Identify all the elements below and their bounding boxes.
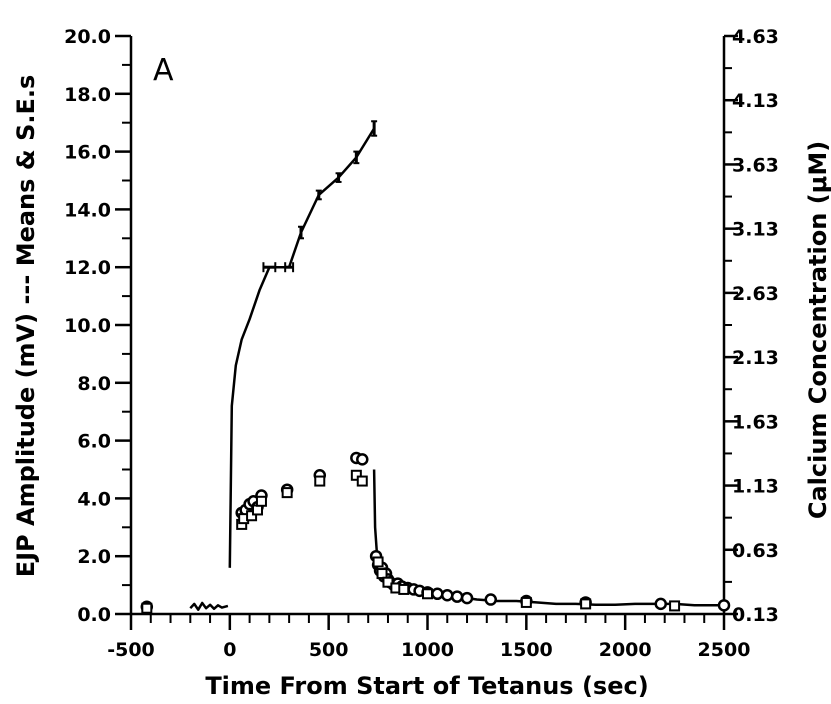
data-point-square	[376, 568, 388, 580]
y-right-tick-label: 3.13	[732, 219, 779, 241]
data-point-square	[281, 487, 293, 499]
axes	[129, 36, 726, 616]
y-left-tick-label: 14.0	[64, 199, 111, 221]
tick-marks	[115, 34, 738, 630]
y-left-tick-label: 18.0	[64, 84, 111, 106]
y-right-tick-label: 1.63	[732, 411, 779, 433]
series-line-2	[372, 469, 724, 607]
data-point-square	[246, 510, 258, 522]
data-point-circle	[717, 599, 731, 612]
x-tick-label: -500	[107, 639, 155, 661]
data-point-circle	[431, 587, 444, 601]
x-tick-label: 1500	[500, 639, 553, 661]
data-point-square	[422, 588, 433, 600]
data-point-square	[382, 576, 394, 588]
data-point-square	[580, 598, 592, 610]
data-point-square	[372, 556, 384, 568]
data-point-square	[314, 475, 326, 487]
data-point-circle	[356, 453, 369, 466]
y-right-tick-label: 0.13	[732, 604, 779, 626]
y-left-tick-label: 10.0	[64, 315, 111, 337]
data-point-square	[350, 469, 362, 481]
x-tick-label: 1000	[401, 639, 454, 661]
panel-label: A	[153, 53, 174, 88]
y-left-tick-label: 8.0	[77, 373, 111, 395]
data-point-square	[398, 583, 410, 595]
x-tick-label: 500	[309, 639, 349, 661]
data-point-square	[669, 600, 681, 612]
y-right-tick-label: 0.63	[732, 540, 779, 562]
data-point-square	[520, 596, 532, 608]
y-left-tick-label: 4.0	[77, 488, 111, 510]
data-point-circle	[654, 597, 667, 611]
y-axis-title-right: Calcium Concentration (μM)	[804, 141, 831, 519]
series-line-1	[189, 601, 229, 611]
data-point-square	[255, 495, 267, 507]
data-point-circle	[441, 588, 454, 602]
series-layer	[140, 120, 731, 614]
data-point-circle	[460, 591, 474, 605]
y-left-tick-label: 20.0	[64, 26, 111, 48]
data-point-square	[141, 602, 153, 614]
tick-labels: -500 0 500 1000 1500 2000 2500 0.0 2.0 4.0 6.0 8.0 1…	[64, 26, 779, 661]
data-point-circle	[484, 593, 498, 606]
y-right-tick-label: 3.63	[732, 154, 779, 176]
y-left-tick-label: 16.0	[64, 142, 111, 164]
y-right-tick-label: 4.13	[732, 90, 779, 112]
y-right-tick-label: 1.13	[732, 476, 779, 498]
y-right-tick-label: 2.13	[732, 347, 779, 369]
x-tick-label: 2500	[698, 639, 751, 661]
y-left-tick-label: 0.0	[77, 604, 111, 626]
y-left-tick-label: 12.0	[64, 257, 111, 279]
y-right-tick-label: 4.63	[732, 26, 779, 48]
x-axis-title: Time From Start of Tetanus (sec)	[205, 672, 648, 700]
x-tick-label: 2000	[599, 639, 652, 661]
y-axis-title-left: EJP Amplitude (mV) --- Means & S.E.s	[12, 75, 40, 578]
data-point-square	[356, 475, 368, 487]
y-left-tick-label: 2.0	[77, 546, 111, 568]
y-right-tick-label: 2.63	[732, 283, 779, 305]
data-point-circle	[450, 590, 464, 603]
x-tick-label: 0	[223, 639, 236, 661]
y-left-tick-label: 6.0	[77, 431, 111, 453]
data-point-square	[252, 504, 264, 516]
